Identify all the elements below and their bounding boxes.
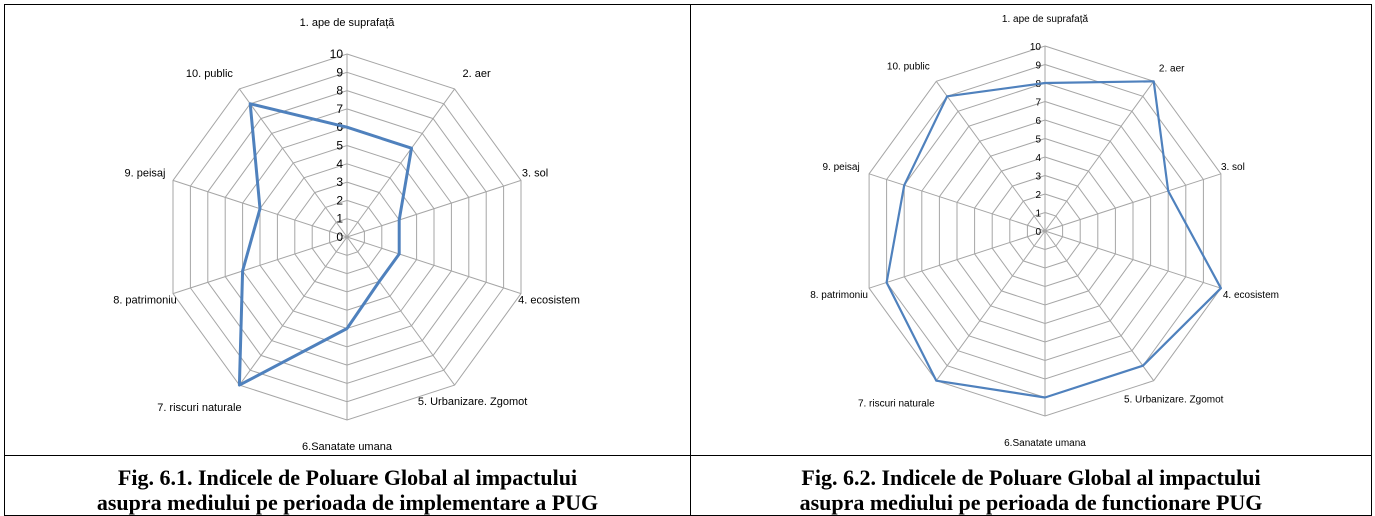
category-label: 3. sol	[1221, 162, 1245, 173]
grid-spoke	[1044, 81, 1155, 232]
tick-label: 10	[1030, 42, 1042, 53]
grid-spoke	[238, 236, 348, 386]
category-label: 4. ecosistem	[1223, 290, 1279, 301]
tick-label: 6	[1035, 116, 1041, 127]
tick-label: 3	[1035, 172, 1041, 183]
tick-label: 10	[330, 47, 344, 61]
caption-cell-1: Fig. 6.1. Indicele de Poluare Global al …	[4, 455, 690, 516]
tick-label: 2	[336, 193, 343, 207]
caption-2-line-1: Fig. 6.2. Indicele de Poluare Global al …	[801, 465, 1261, 490]
series-line	[885, 80, 1223, 399]
category-label: 6.Sanatate umana	[1004, 438, 1086, 449]
caption-2-line-2: asupra mediului pe perioada de functiona…	[799, 490, 1263, 515]
grid-spoke	[1044, 230, 1155, 381]
category-label: 5. Urbanizare. Zgomot	[1124, 395, 1224, 406]
tick-label: 7	[336, 102, 343, 116]
tick-label: 8	[336, 84, 343, 98]
chart-cell-2: 0 1 2 3 4 5 6 7 8 9 10 1. ape de suprafață 2. aer 3. …	[690, 4, 1372, 456]
category-label: 5. Urbanizare. Zgomot	[418, 396, 527, 408]
category-label: 2. aer	[463, 68, 491, 80]
grid-spoke	[346, 179, 522, 238]
tick-label: 1	[1035, 209, 1041, 220]
grid-spoke	[868, 173, 1046, 232]
grid-spoke	[1044, 230, 1222, 289]
tick-label: 3	[336, 175, 343, 189]
grid-spoke	[1044, 173, 1222, 232]
category-label: 10. public	[887, 61, 930, 72]
category-label: 7. riscuri naturale	[157, 402, 241, 414]
caption-cell-2: Fig. 6.2. Indicele de Poluare Global al …	[690, 455, 1372, 516]
category-label: 8. patrimoniu	[113, 295, 177, 307]
category-label: 9. peisaj	[125, 167, 166, 179]
grid-spoke	[172, 236, 348, 295]
radar-chart-1: 0 1 2 3 4 5 6 7 8 9 10 1. ape de suprafață 2. aer 3. …	[113, 17, 580, 453]
category-label: 2. aer	[1159, 63, 1185, 74]
category-label: 8. patrimoniu	[810, 290, 868, 301]
grid-spoke	[346, 88, 456, 238]
tick-label: 4	[1035, 153, 1041, 164]
tick-label: 1	[336, 212, 343, 226]
tick-label: 4	[336, 157, 343, 171]
tick-label: 6	[336, 120, 343, 134]
caption-1-line-2: asupra mediului pe perioada de implement…	[96, 490, 599, 515]
category-label: 9. peisaj	[822, 162, 859, 173]
category-label: 4. ecosistem	[518, 295, 580, 307]
chart-cell-1: 0 1 2 3 4 5 6 7 8 9 10 1. ape de suprafață 2. aer 3. …	[4, 4, 690, 456]
category-label: 6.Sanatate umana	[302, 441, 393, 453]
category-label: 1. ape de suprafață	[300, 17, 396, 29]
category-label: 3. sol	[522, 167, 548, 179]
tick-label: 2	[1035, 190, 1041, 201]
category-label: 7. riscuri naturale	[858, 399, 935, 410]
figure-table: 0 1 2 3 4 5 6 7 8 9 10 1. ape de suprafață 2. aer 3. …	[4, 4, 1373, 516]
tick-label: 7	[1035, 98, 1041, 109]
tick-label: 9	[336, 65, 343, 79]
grid-spoke	[935, 81, 1046, 232]
tick-label: 0	[1035, 227, 1041, 238]
tick-label: 5	[336, 139, 343, 153]
category-label: 1. ape de suprafață	[1002, 14, 1089, 25]
tick-label: 0	[336, 230, 343, 244]
grid-spoke	[346, 236, 456, 386]
grid-spoke	[238, 88, 348, 238]
tick-label: 9	[1035, 61, 1041, 72]
grid-spoke	[868, 230, 1046, 289]
tick-label: 5	[1035, 135, 1041, 146]
grid-spoke	[346, 236, 522, 295]
category-label: 10. public	[186, 68, 234, 80]
caption-1-line-1: Fig. 6.1. Indicele de Poluare Global al …	[117, 465, 578, 490]
grid-spoke	[935, 230, 1046, 381]
